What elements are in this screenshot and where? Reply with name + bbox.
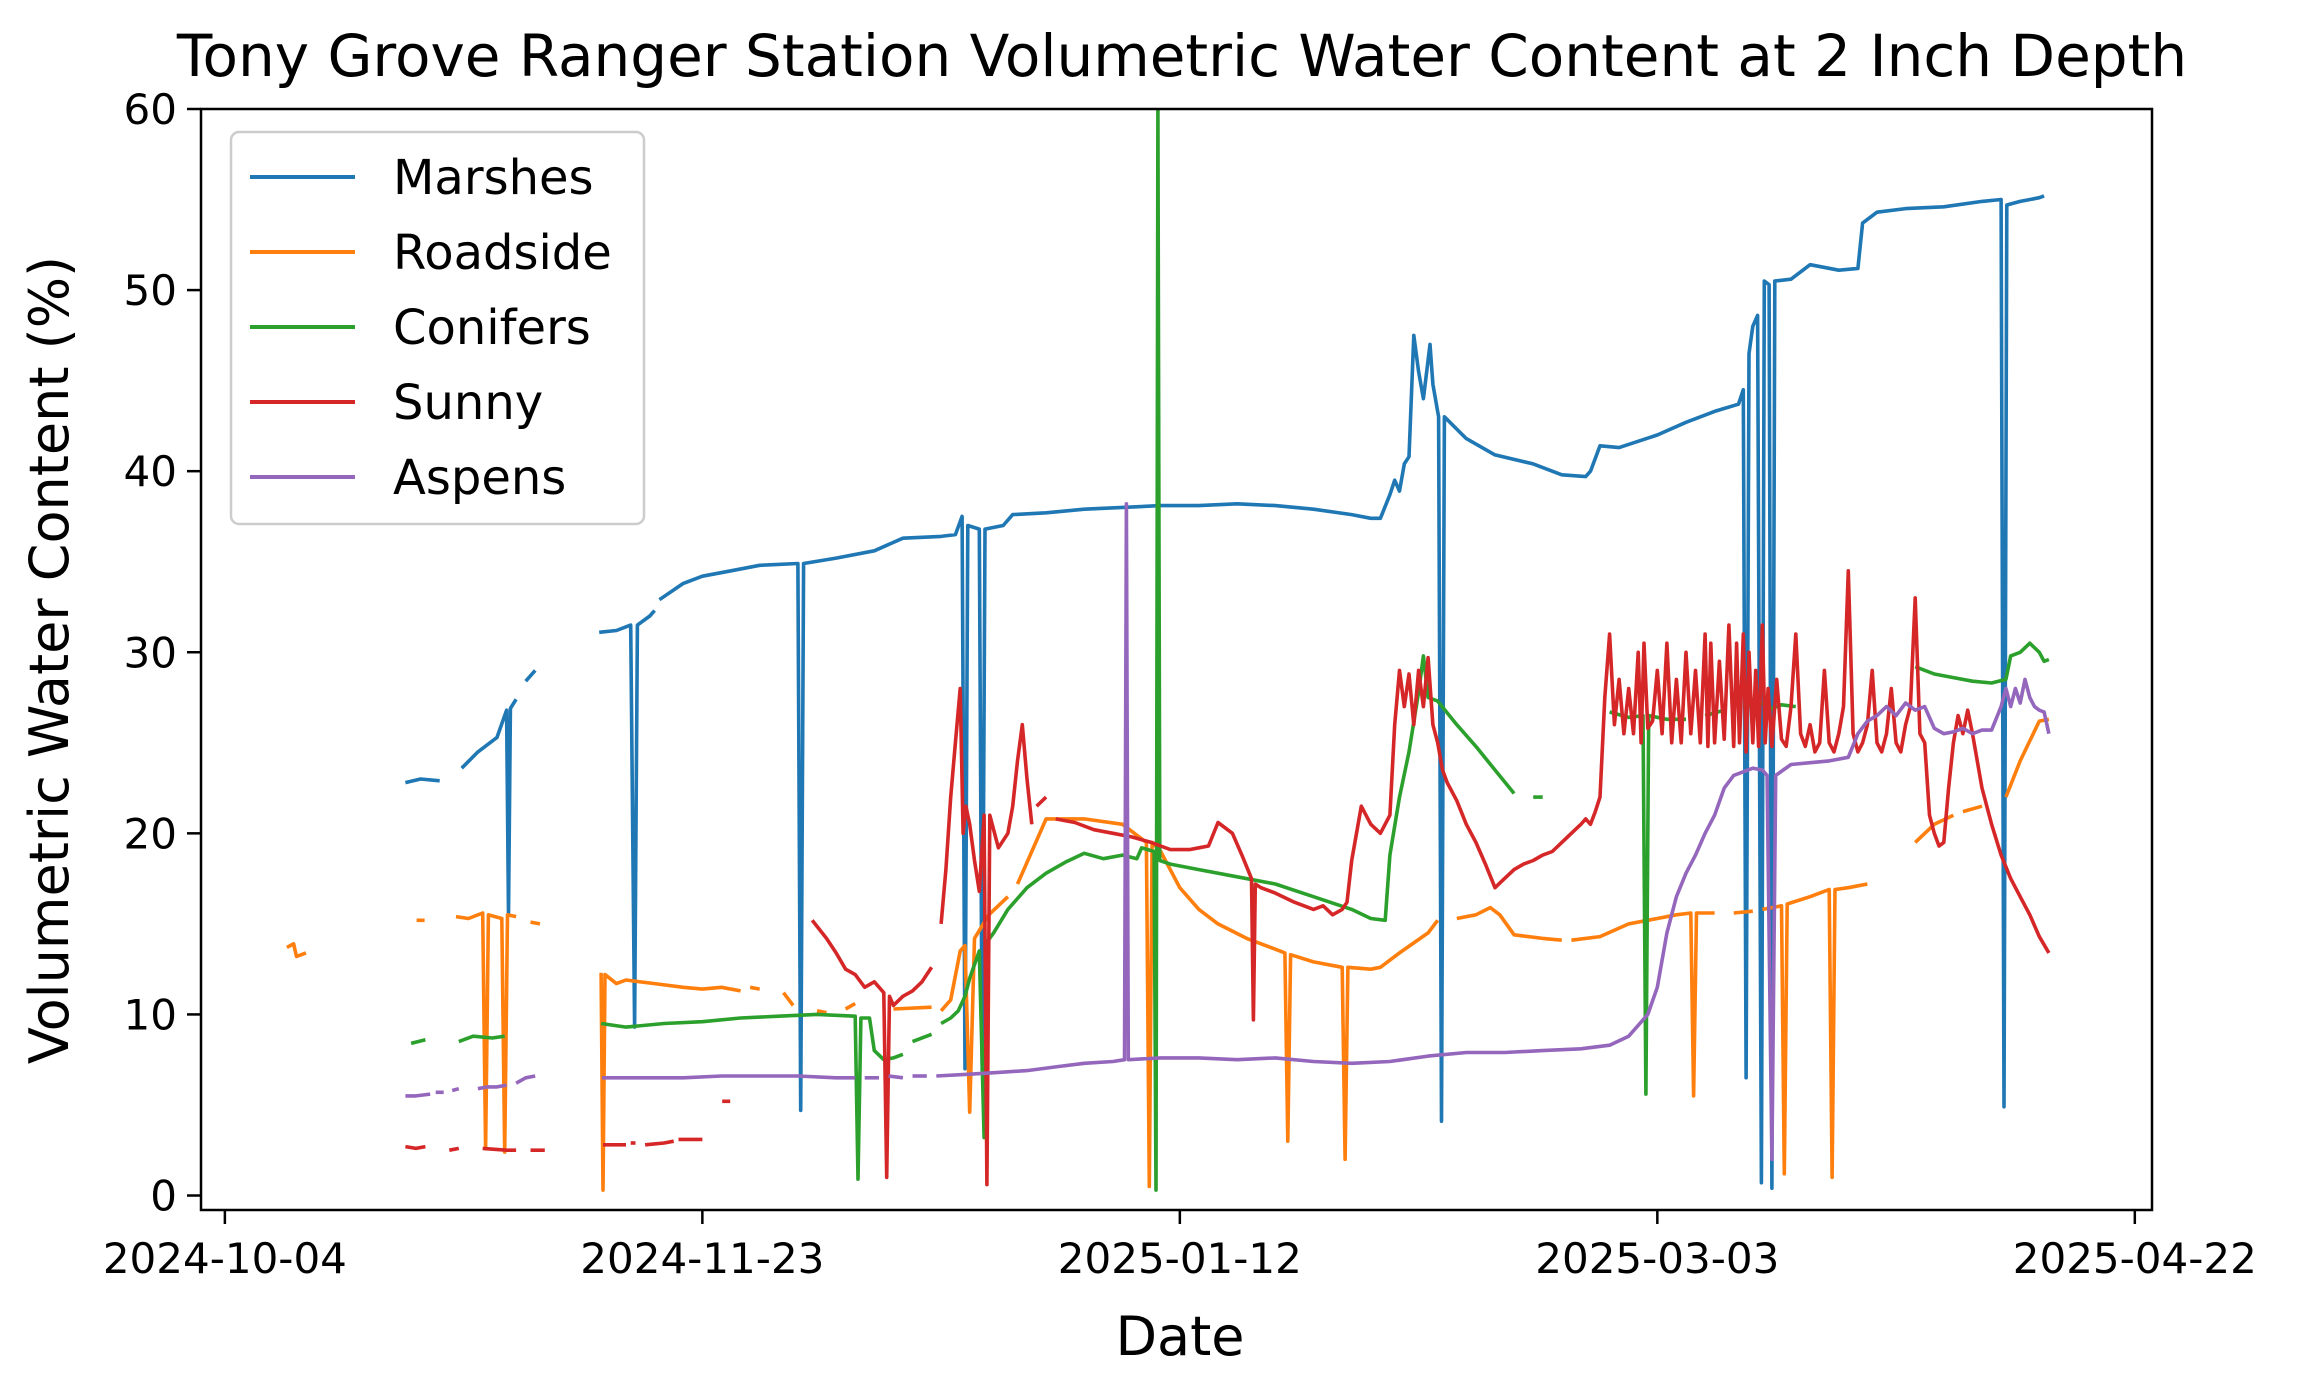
x-tick-label: 2025-04-22 xyxy=(2013,1234,2257,1283)
x-tick-label: 2025-01-12 xyxy=(1058,1234,1302,1283)
plot-frame xyxy=(199,107,2154,1212)
series-line-roadside xyxy=(1733,909,1753,915)
legend-item-marshes: Marshes xyxy=(250,150,594,206)
series-line-sunny xyxy=(644,1139,675,1147)
x-tick-label: 2024-10-04 xyxy=(103,1234,347,1283)
legend-label: Marshes xyxy=(393,150,594,206)
series-line-conifers xyxy=(410,1038,426,1046)
y-tick-label: 50 xyxy=(124,266,177,315)
series-line-conifers xyxy=(911,1032,933,1044)
series-line-aspens xyxy=(515,1074,536,1085)
y-tick-label: 40 xyxy=(124,447,177,496)
series-line-conifers xyxy=(1609,710,1686,1096)
series-line-aspens xyxy=(477,1083,507,1091)
series-line-aspens xyxy=(405,1092,431,1098)
series-line-marshes xyxy=(460,698,518,917)
series-line-roadside xyxy=(749,985,761,991)
y-tick-label: 0 xyxy=(150,1172,177,1221)
legend-item-roadside: Roadside xyxy=(250,225,612,281)
series-line-conifers xyxy=(458,1034,505,1044)
series-line-sunny xyxy=(482,1146,517,1152)
x-tick-label: 2024-11-23 xyxy=(580,1234,824,1283)
series-line-roadside xyxy=(816,1009,827,1015)
series-line-conifers xyxy=(600,1012,904,1181)
y-axis-label: Volumetric Water Content (%) xyxy=(18,256,81,1064)
series-line-sunny xyxy=(939,686,1034,1187)
series-line-marshes xyxy=(524,669,537,683)
series-line-sunny xyxy=(1055,569,2051,1022)
legend-item-aspens: Aspens xyxy=(250,450,566,506)
series-line-aspens xyxy=(888,1074,904,1080)
x-axis-label: Date xyxy=(1115,1305,1244,1368)
y-tick-label: 60 xyxy=(124,85,177,134)
series-line-sunny xyxy=(810,919,934,1180)
y-tick-label: 10 xyxy=(124,990,177,1039)
series-line-conifers xyxy=(1914,641,2050,685)
y-axis: 0 10 20 30 40 50 60 xyxy=(124,85,201,1221)
series-line-roadside xyxy=(286,942,307,959)
series-line-aspens xyxy=(451,1086,460,1093)
legend-item-sunny: Sunny xyxy=(250,375,543,431)
series-line-roadside xyxy=(1762,882,1868,1180)
series-roadside xyxy=(286,717,2050,1192)
legend-box xyxy=(229,130,646,526)
x-tick-label: 2025-03-03 xyxy=(1535,1234,1779,1283)
series-line-sunny xyxy=(448,1146,460,1152)
series-line-aspens xyxy=(936,502,2051,1162)
y-tick-label: 30 xyxy=(124,628,177,677)
series-line-roadside xyxy=(893,1005,932,1011)
y-tick-label: 20 xyxy=(124,809,177,858)
chart-title: Tony Grove Ranger Station Volumetric Wat… xyxy=(176,22,2187,90)
series-sunny xyxy=(405,569,2051,1187)
series-line-roadside xyxy=(1571,911,1715,1098)
legend-item-conifers: Conifers xyxy=(250,300,591,356)
series-line-roadside xyxy=(1456,905,1562,942)
legend-label: Sunny xyxy=(393,375,543,431)
x-axis: 2024-10-04 2024-11-23 2025-01-12 2025-03-03… xyxy=(103,1210,2257,1283)
series-line-roadside xyxy=(455,911,517,1154)
legend-label: Aspens xyxy=(393,450,566,506)
legend: Marshes Roadside Conifers Sunny Aspens xyxy=(229,130,646,526)
series-line-sunny xyxy=(405,1144,426,1151)
series-line-sunny xyxy=(1035,795,1048,808)
legend-label: Roadside xyxy=(393,225,612,281)
legend-label: Conifers xyxy=(393,300,591,356)
series-line-roadside xyxy=(1962,804,1983,814)
series-layer xyxy=(286,109,2051,1192)
series-line-roadside xyxy=(599,972,741,1192)
series-line-roadside xyxy=(844,1002,857,1011)
series-line-aspens xyxy=(602,1074,856,1080)
series-line-roadside xyxy=(782,991,795,1007)
series-line-marshes xyxy=(404,777,440,785)
series-line-roadside xyxy=(530,920,541,926)
series-aspens xyxy=(405,502,2051,1162)
